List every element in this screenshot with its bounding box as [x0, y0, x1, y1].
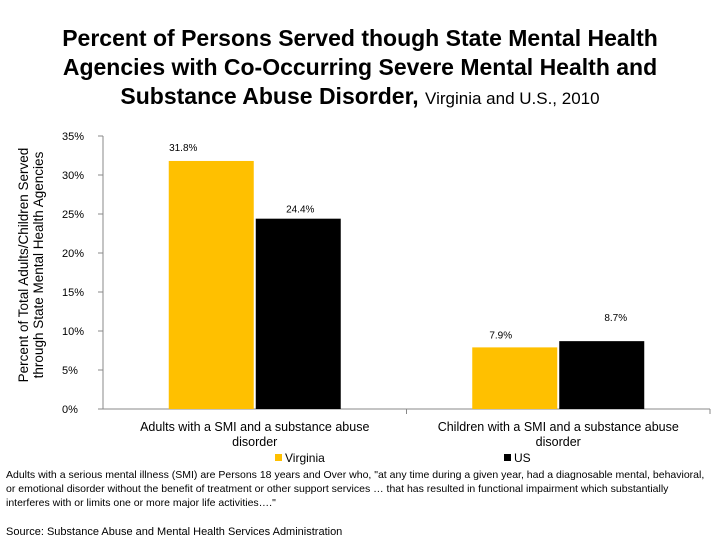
- bar-virginia-adults: [168, 160, 254, 409]
- legend-label-virginia: Virginia: [285, 451, 325, 465]
- y-tick-label: 20%: [62, 248, 84, 260]
- y-tick-label: 10%: [62, 326, 84, 338]
- y-tick-label: 35%: [62, 131, 84, 143]
- legend-swatch-us: [504, 454, 511, 461]
- y-tick-label: 30%: [62, 170, 84, 182]
- legend-label-us: US: [514, 451, 531, 465]
- x-category-label: disorder: [536, 435, 581, 449]
- bar-virginia-children: [472, 347, 558, 409]
- bar-chart: 0% 5% 10% 15% 20% 25% 30% 35% 31.8% 7.9% 24.4% 8.7%…: [62, 131, 711, 465]
- y-tick-label: 15%: [62, 287, 84, 299]
- y-tick-label: 0%: [62, 404, 78, 416]
- chart-title-main: Percent of Persons Served though State M…: [62, 25, 658, 109]
- source-note: Source: Substance Abuse and Mental Healt…: [6, 526, 343, 538]
- smi-definition-note: Adults with a serious mental illness (SM…: [6, 469, 705, 509]
- x-category-label: Children with a SMI and a substance abus…: [438, 420, 679, 434]
- x-category-label: Adults with a SMI and a substance abuse: [140, 420, 369, 434]
- data-label: 24.4%: [286, 205, 314, 216]
- data-label: 8.7%: [604, 313, 627, 324]
- data-label: 31.8%: [169, 143, 197, 154]
- x-category-label: disorder: [232, 435, 277, 449]
- bar-us-children: [559, 341, 645, 409]
- legend-swatch-virginia: [275, 454, 282, 461]
- y-tick-label: 25%: [62, 209, 84, 221]
- y-tick-label: 5%: [62, 365, 78, 377]
- data-label: 7.9%: [489, 330, 512, 341]
- chart-title-sub: Virginia and U.S., 2010: [425, 89, 600, 108]
- chart-title: Percent of Persons Served though State M…: [40, 24, 680, 113]
- bar-us-adults: [255, 218, 341, 409]
